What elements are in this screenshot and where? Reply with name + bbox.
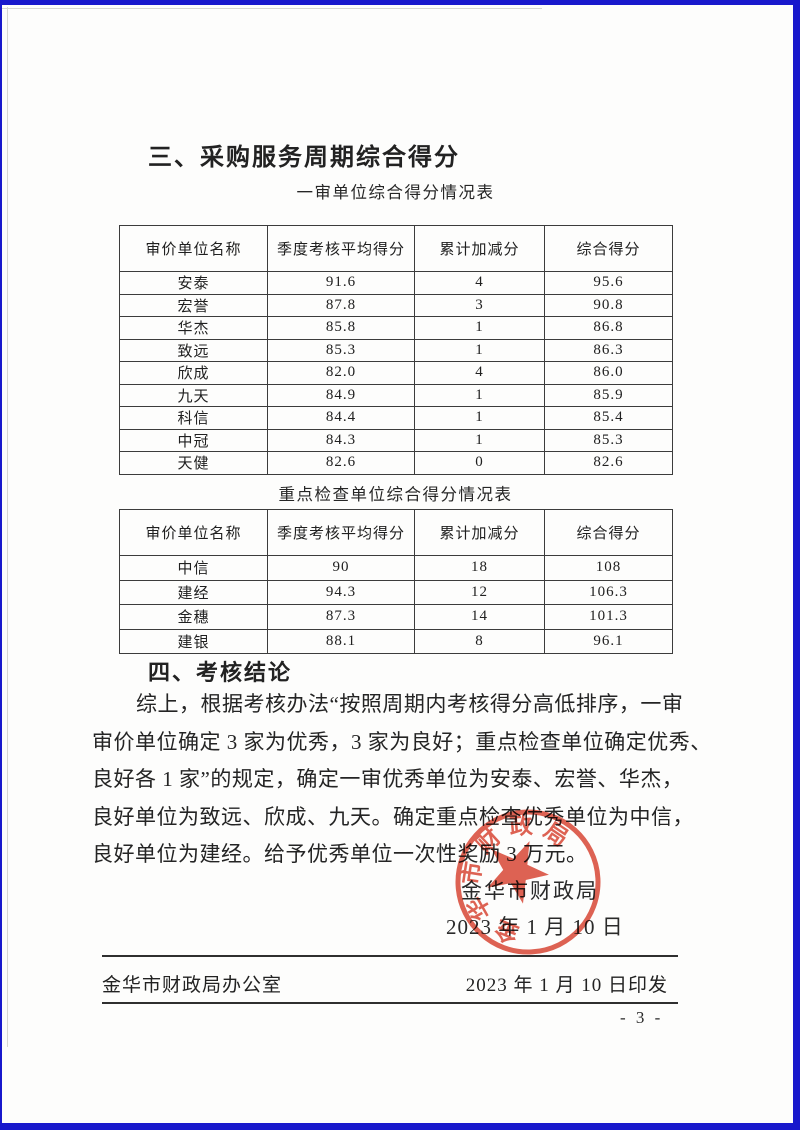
- table-cell: 1: [414, 406, 545, 430]
- table-cell: 中冠: [119, 428, 268, 452]
- table1-title: 一审单位综合得分情况表: [296, 183, 495, 202]
- table-row: 中信 90 18 108: [119, 555, 673, 581]
- table-cell: 88.1: [267, 628, 415, 654]
- table-row: 致远 85.3 1 86.3: [119, 338, 673, 362]
- table-cell: 82.6: [267, 451, 415, 475]
- footer-row: 金华市财政局办公室 2023 年 1 月 10 日印发: [102, 965, 678, 1001]
- table-header-cell: 综合得分: [544, 225, 673, 272]
- table-cell: 87.3: [267, 604, 415, 630]
- table-header-row: 审价单位名称 季度考核平均得分 累计加减分 综合得分: [119, 225, 673, 272]
- table-row: 宏誉 87.8 3 90.8: [119, 293, 673, 317]
- paragraph-line: 综上，根据考核办法“按照周期内考核得分高低排序，一审: [136, 692, 684, 716]
- table-cell: 天健: [119, 451, 268, 475]
- table-row: 科信 84.4 1 85.4: [119, 406, 673, 430]
- table-cell: 1: [414, 428, 545, 452]
- table-cell: 85.3: [267, 338, 415, 362]
- table-row: 天健 82.6 0 82.6: [119, 451, 673, 475]
- table-cell: 0: [414, 451, 545, 475]
- key-inspection-score-table: 审价单位名称 季度考核平均得分 累计加减分 综合得分 中信 90 18 108 建经 94.3 1…: [119, 509, 673, 654]
- table-cell: 14: [414, 604, 545, 630]
- table-cell: 华杰: [119, 316, 268, 340]
- table-cell: 90.8: [544, 293, 673, 317]
- table-cell: 九天: [119, 383, 268, 407]
- table-cell: 101.3: [544, 604, 673, 630]
- table-cell: 1: [414, 338, 545, 362]
- table-row: 金穗 87.3 14 101.3: [119, 604, 673, 630]
- table-cell: 1: [414, 316, 545, 340]
- table-cell: 106.3: [544, 579, 673, 605]
- table-row: 华杰 85.8 1 86.8: [119, 316, 673, 340]
- table-cell: 致远: [119, 338, 268, 362]
- table-cell: 87.8: [267, 293, 415, 317]
- first-review-score-table: 审价单位名称 季度考核平均得分 累计加减分 综合得分 安泰 91.6 4 95.6 宏誉 87.…: [119, 225, 673, 475]
- table-cell: 84.9: [267, 383, 415, 407]
- table-cell: 94.3: [267, 579, 415, 605]
- table-row: 九天 84.9 1 85.9: [119, 383, 673, 407]
- table-cell: 82.0: [267, 361, 415, 385]
- table-header-cell: 季度考核平均得分: [267, 509, 415, 556]
- footer-print-date: 2023 年 1 月 10 日印发: [465, 974, 668, 996]
- table-header-row: 审价单位名称 季度考核平均得分 累计加减分 综合得分: [119, 509, 673, 556]
- section3-heading: 三、采购服务周期综合得分: [148, 144, 460, 171]
- table-header-cell: 综合得分: [544, 509, 673, 556]
- table-cell: 中信: [119, 555, 268, 581]
- table-cell: 90: [267, 555, 415, 581]
- footer-bottom-rule: [102, 1002, 678, 1004]
- table-cell: 82.6: [544, 451, 673, 475]
- table-cell: 8: [414, 628, 545, 654]
- table-cell: 1: [414, 383, 545, 407]
- table-cell: 108: [544, 555, 673, 581]
- paragraph-line: 良好单位为建经。给予优秀单位一次性奖励 3 万元。: [92, 842, 588, 866]
- table-cell: 84.3: [267, 428, 415, 452]
- table-cell: 金穗: [119, 604, 268, 630]
- table-cell: 科信: [119, 406, 268, 430]
- footer-issuer: 金华市财政局办公室: [102, 974, 283, 996]
- table-row: 建经 94.3 12 106.3: [119, 579, 673, 605]
- table-cell: 86.8: [544, 316, 673, 340]
- table-cell: 安泰: [119, 271, 268, 295]
- table-row: 中冠 84.3 1 85.3: [119, 428, 673, 452]
- table-row: 建银 88.1 8 96.1: [119, 628, 673, 654]
- table-cell: 85.4: [544, 406, 673, 430]
- table-row: 安泰 91.6 4 95.6: [119, 271, 673, 295]
- table-cell: 84.4: [267, 406, 415, 430]
- table-cell: 85.8: [267, 316, 415, 340]
- table-cell: 85.3: [544, 428, 673, 452]
- table-header-cell: 累计加减分: [414, 509, 545, 556]
- table-cell: 86.3: [544, 338, 673, 362]
- page-number: - 3 -: [620, 1008, 664, 1027]
- table-header-cell: 季度考核平均得分: [267, 225, 415, 272]
- paragraph-line: 良好各 1 家”的规定，确定一审优秀单位为安泰、宏誉、华杰，: [92, 767, 684, 791]
- table-cell: 86.0: [544, 361, 673, 385]
- table-cell: 85.9: [544, 383, 673, 407]
- table-cell: 宏誉: [119, 293, 268, 317]
- table-header-cell: 累计加减分: [414, 225, 545, 272]
- table-cell: 建经: [119, 579, 268, 605]
- table-cell: 12: [414, 579, 545, 605]
- signature-organization: 金华市财政局: [461, 879, 599, 903]
- footer-top-rule: [102, 955, 678, 957]
- table2-title: 重点检查单位综合得分情况表: [278, 485, 513, 504]
- section4-heading: 四、考核结论: [148, 660, 293, 685]
- table-row: 欣成 82.0 4 86.0: [119, 361, 673, 385]
- table-cell: 96.1: [544, 628, 673, 654]
- table-cell: 18: [414, 555, 545, 581]
- scan-edge-left: [7, 7, 8, 1047]
- table-cell: 91.6: [267, 271, 415, 295]
- table-header-cell: 审价单位名称: [119, 509, 268, 556]
- table-cell: 3: [414, 293, 545, 317]
- table-cell: 95.6: [544, 271, 673, 295]
- table-cell: 建银: [119, 628, 268, 654]
- paragraph-line: 审价单位确定 3 家为优秀，3 家为良好；重点检查单位确定优秀、: [92, 729, 712, 754]
- signature-date: 2023 年 1 月 10 日: [446, 915, 624, 939]
- table-cell: 4: [414, 271, 545, 295]
- table-cell: 欣成: [119, 361, 268, 385]
- scan-edge-top: [2, 8, 542, 9]
- table-header-cell: 审价单位名称: [119, 225, 268, 272]
- paragraph-line: 良好单位为致远、欣成、九天。确定重点检查优秀单位为中信，: [92, 804, 694, 829]
- table-cell: 4: [414, 361, 545, 385]
- conclusion-paragraph: 综上，根据考核办法“按照周期内考核得分高低排序，一审审价单位确定 3 家为优秀，…: [92, 686, 714, 874]
